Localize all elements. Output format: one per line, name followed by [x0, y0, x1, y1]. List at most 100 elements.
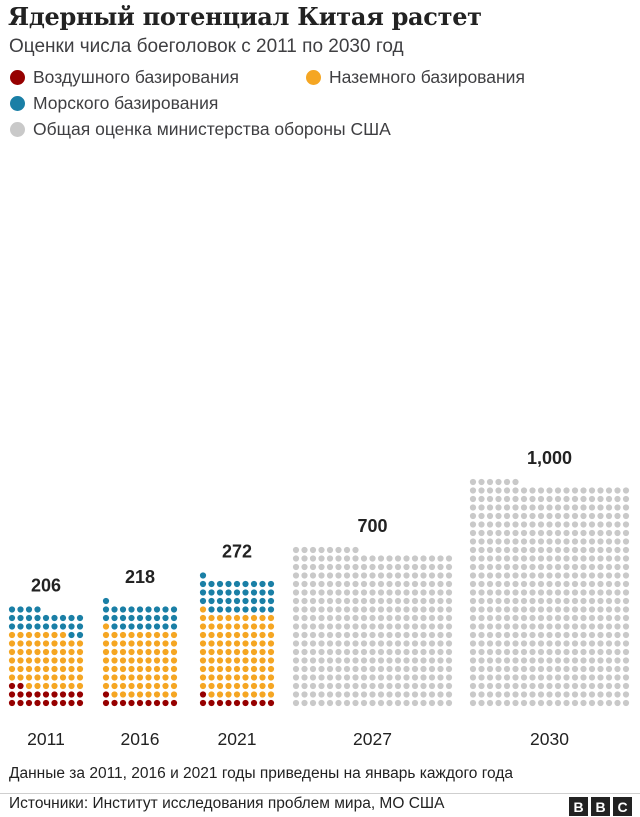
dot-dod — [352, 606, 359, 613]
dot-dod — [352, 631, 359, 639]
dot-ground — [242, 614, 249, 622]
dot-dod — [486, 657, 494, 664]
dot-sea — [267, 597, 275, 605]
dot-ground — [59, 682, 67, 690]
dot-dod — [546, 699, 553, 707]
dot-ground — [242, 665, 249, 673]
dot-dod — [495, 623, 502, 630]
dot-air — [25, 699, 33, 707]
dot-dod — [529, 665, 536, 673]
dot-ground — [170, 674, 178, 681]
dot-dod — [563, 606, 570, 613]
dot-dod — [326, 614, 334, 622]
dot-dod — [469, 614, 477, 622]
dot-dod — [529, 529, 536, 537]
dot-dod — [503, 665, 511, 673]
dot-dod — [597, 487, 604, 494]
dot-dod — [469, 580, 477, 588]
dot-dod — [622, 682, 630, 690]
dot-ground — [34, 657, 41, 664]
dot-dod — [571, 589, 579, 596]
dot-dod — [469, 563, 477, 571]
dot-sea — [267, 589, 275, 596]
dot-dod — [597, 640, 604, 647]
dot-dod — [520, 648, 528, 656]
dot-sea — [8, 623, 16, 630]
dot-ground — [153, 640, 161, 647]
dot-ground — [17, 674, 24, 681]
dot-dod — [377, 597, 385, 605]
dot-dod — [469, 597, 477, 605]
dot-dod — [377, 657, 385, 664]
dot-ground — [59, 674, 67, 681]
dot-dod — [580, 674, 587, 681]
dot-sea — [111, 614, 118, 622]
dot-dod — [428, 648, 436, 656]
dot-ground — [153, 657, 161, 664]
dot-air — [136, 699, 144, 707]
dot-dod — [546, 521, 553, 528]
dot-ground — [119, 665, 127, 673]
dot-dod — [546, 606, 553, 613]
dot-dod — [343, 682, 351, 690]
dot-ground — [225, 674, 232, 681]
dot-sea — [136, 623, 144, 630]
dot-dod — [469, 648, 477, 656]
dot-dod — [588, 631, 596, 639]
dot-dod — [571, 512, 579, 520]
dot-ground — [68, 648, 75, 656]
dot-dod — [326, 623, 334, 630]
dot-sea — [208, 589, 215, 596]
dot-dod — [563, 504, 570, 511]
dot-dod — [503, 640, 511, 647]
dot-sea — [242, 606, 249, 613]
dot-ground — [42, 631, 50, 639]
dot-ground — [42, 648, 50, 656]
dot-dod — [403, 614, 410, 622]
dot-dod — [597, 529, 604, 537]
dot-dod — [520, 529, 528, 537]
dot-dod — [495, 665, 502, 673]
dot-dod — [622, 691, 630, 698]
dot-dod — [486, 614, 494, 622]
legend-dot-dod — [10, 122, 25, 137]
dot-dod — [605, 614, 613, 622]
dot-ground — [153, 674, 161, 681]
dot-dod — [563, 682, 570, 690]
dot-sea — [68, 631, 75, 639]
dot-dod — [394, 640, 402, 647]
dot-dod — [605, 640, 613, 647]
dot-dod — [622, 623, 630, 630]
dot-dod — [386, 589, 393, 596]
dot-dod — [352, 546, 359, 554]
dot-dod — [571, 495, 579, 503]
dot-air — [76, 699, 84, 707]
dot-dod — [478, 665, 485, 673]
dot-dod — [495, 631, 502, 639]
dot-dod — [486, 487, 494, 494]
dot-air — [162, 699, 169, 707]
dot-ground — [225, 657, 232, 664]
dot-sea — [259, 580, 266, 588]
dot-dod — [301, 623, 308, 630]
dot-dod — [580, 631, 587, 639]
dot-dod — [386, 555, 393, 562]
dot-dod — [309, 614, 317, 622]
dot-ground — [136, 640, 144, 647]
dot-dod — [597, 631, 604, 639]
dot-dod — [554, 487, 562, 494]
dot-sea — [242, 589, 249, 596]
dot-dod — [529, 597, 536, 605]
dot-dod — [554, 606, 562, 613]
dot-ground — [162, 631, 169, 639]
dot-dod — [360, 589, 368, 596]
dot-ground — [102, 623, 110, 630]
dot-dod — [503, 606, 511, 613]
dot-dod — [478, 478, 485, 486]
dot-dod — [571, 572, 579, 579]
dot-dod — [318, 589, 325, 596]
dot-ground — [8, 631, 16, 639]
dot-dod — [326, 563, 334, 571]
dot-dod — [420, 699, 427, 707]
dot-dod — [394, 606, 402, 613]
